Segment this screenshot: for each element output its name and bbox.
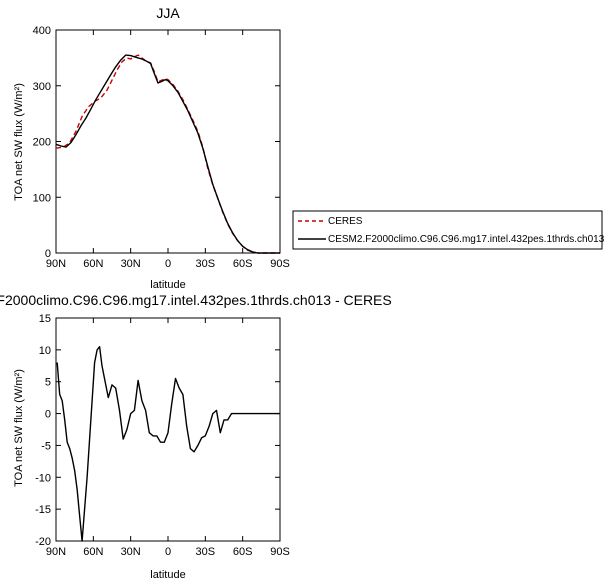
bottom-y-axis-label: TOA net SW flux (W/m²)	[13, 369, 25, 487]
top-x-tick-label: 60N	[83, 258, 103, 270]
bottom-panel: CESM2.F2000climo.C96.C96.mg17.intel.432p…	[0, 292, 392, 581]
bottom-y-tick-label: 10	[39, 345, 51, 357]
bottom-y-tick-label: -10	[35, 472, 51, 484]
top-y-tick-label: 200	[33, 137, 51, 149]
bottom-y-tick-label: 15	[39, 313, 51, 325]
legend: CERES CESM2.F2000climo.C96.C96.mg17.inte…	[292, 210, 605, 250]
bottom-panel-title: CESM2.F2000climo.C96.C96.mg17.intel.432p…	[0, 292, 392, 308]
bottom-x-tick-label: 90S	[270, 546, 290, 558]
bottom-x-tick-label: 60S	[233, 546, 253, 558]
top-x-tick-label: 90S	[270, 258, 290, 270]
bottom-x-axis-label: latitude	[150, 569, 185, 581]
legend-box	[292, 210, 603, 250]
bottom-x-tick-label: 90N	[46, 546, 66, 558]
bottom-y-tick-label: 5	[45, 377, 51, 389]
top-y-tick-label: 100	[33, 192, 51, 204]
top-y-axis-label: TOA net SW flux (W/m²)	[13, 83, 25, 201]
top-panel: JJA 90N 60N 30N 0 30S 60S 90S 0 100 200 300 400 lat…	[13, 5, 290, 291]
bottom-plot-area: 90N 60N 30N 0 30S 60S 90S -20 -15 -10 -5 0 5 10 15	[35, 313, 290, 558]
legend-label-model: CESM2.F2000climo.C96.C96.mg17.intel.432p…	[328, 234, 605, 245]
bottom-x-tick-label: 30S	[196, 546, 216, 558]
top-y-tick-label: 0	[45, 248, 51, 260]
top-plot-area: 90N 60N 30N 0 30S 60S 90S 0 100 200 300 400	[33, 25, 290, 270]
top-x-axis-label: latitude	[150, 279, 185, 291]
bottom-x-tick-label: 60N	[83, 546, 103, 558]
top-x-tick-label: 30N	[121, 258, 141, 270]
bottom-y-tick-label: -20	[35, 536, 51, 548]
top-x-tick-label: 60S	[233, 258, 253, 270]
top-panel-title: JJA	[156, 5, 180, 21]
top-series-line-2	[55, 54, 280, 254]
top-y-tick-label: 300	[33, 81, 51, 93]
top-y-tick-label: 400	[33, 25, 51, 37]
legend-label-ceres: CERES	[328, 216, 363, 227]
bottom-y-tick-label: 0	[45, 409, 51, 421]
top-x-tick-label: 90N	[46, 258, 66, 270]
bottom-y-tick-label: -5	[41, 440, 51, 452]
bottom-series-line-1	[56, 346, 280, 542]
top-x-tick-label: 0	[165, 258, 171, 270]
top-x-tick-label: 30S	[196, 258, 216, 270]
bottom-x-tick-label: 0	[165, 546, 171, 558]
top-series-line-1	[55, 54, 280, 254]
top-frame	[55, 29, 281, 254]
bottom-y-tick-label: -15	[35, 504, 51, 516]
bottom-x-tick-label: 30N	[121, 546, 141, 558]
